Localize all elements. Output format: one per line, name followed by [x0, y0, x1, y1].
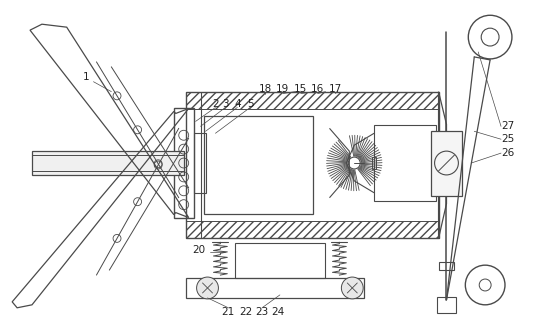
- Text: 21: 21: [222, 307, 235, 317]
- Circle shape: [341, 277, 363, 299]
- Text: 4: 4: [234, 99, 241, 109]
- Bar: [372, 157, 376, 169]
- Text: 26: 26: [501, 148, 515, 158]
- Bar: [235, 243, 324, 278]
- Bar: [174, 109, 193, 217]
- Text: 24: 24: [271, 307, 285, 317]
- Text: 5: 5: [247, 99, 254, 109]
- Bar: [185, 220, 438, 238]
- Text: 17: 17: [329, 84, 342, 94]
- Bar: [374, 125, 436, 201]
- Text: 20: 20: [192, 245, 205, 255]
- Text: 27: 27: [501, 121, 515, 131]
- Bar: [437, 297, 457, 313]
- Text: 2: 2: [212, 99, 219, 109]
- Text: 16: 16: [311, 84, 324, 94]
- Text: 22: 22: [240, 307, 253, 317]
- Text: 1: 1: [83, 72, 90, 82]
- Bar: [32, 151, 184, 175]
- Text: 3: 3: [222, 99, 229, 109]
- Text: 25: 25: [501, 134, 515, 144]
- Bar: [436, 138, 453, 188]
- Bar: [32, 155, 184, 171]
- Bar: [193, 133, 205, 193]
- Bar: [185, 92, 438, 110]
- Text: 15: 15: [294, 84, 307, 94]
- Bar: [204, 117, 312, 213]
- Text: 23: 23: [256, 307, 269, 317]
- Text: 19: 19: [276, 84, 289, 94]
- Bar: [430, 131, 463, 196]
- Circle shape: [197, 277, 218, 299]
- Bar: [185, 92, 438, 238]
- Text: 18: 18: [258, 84, 272, 94]
- Bar: [438, 262, 455, 270]
- Bar: [185, 278, 364, 298]
